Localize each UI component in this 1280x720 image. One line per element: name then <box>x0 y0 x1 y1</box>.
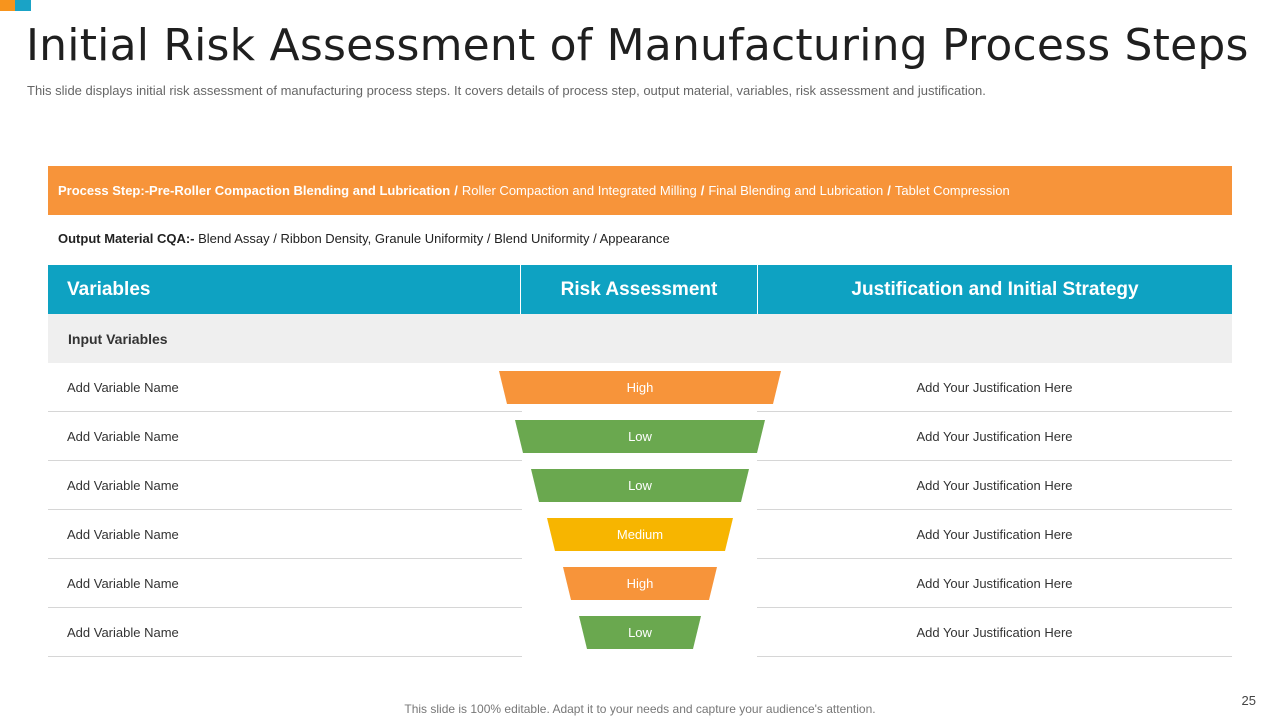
row-divider <box>757 460 1232 461</box>
table-header: Variables Risk Assessment Justification … <box>48 265 1232 314</box>
risk-level-badge: Medium <box>547 518 733 551</box>
process-step-item: Roller Compaction and Integrated Milling <box>461 183 697 198</box>
output-material-value: Blend Assay / Ribbon Density, Granule Un… <box>198 231 670 246</box>
row-divider <box>757 509 1232 510</box>
row-divider <box>757 558 1232 559</box>
row-divider <box>48 656 522 657</box>
header-variables: Variables <box>48 265 521 314</box>
process-step-separator: / <box>454 183 458 198</box>
variable-name: Add Variable Name <box>67 625 179 640</box>
justification-text: Add Your Justification Here <box>916 478 1073 493</box>
process-step-bar: Process Step:- Pre-Roller Compaction Ble… <box>48 166 1232 215</box>
table-row: Add Variable Name Low Add Your Justificati… <box>48 461 1232 510</box>
process-step-separator: / <box>887 183 891 198</box>
row-divider <box>757 656 1232 657</box>
row-divider <box>48 509 522 510</box>
page-title: Initial Risk Assessment of Manufacturing… <box>26 20 1249 71</box>
table-row: Add Variable Name High Add Your Justificat… <box>48 559 1232 608</box>
process-step-label: Process Step:- <box>58 183 150 198</box>
header-justification: Justification and Initial Strategy <box>851 278 1139 300</box>
table-row: Add Variable Name Low Add Your Justificati… <box>48 608 1232 657</box>
page-number: 25 <box>1241 693 1256 708</box>
process-step-item: Tablet Compression <box>894 183 1010 198</box>
row-divider <box>48 607 522 608</box>
risk-level-badge: High <box>563 567 717 600</box>
row-divider <box>48 460 522 461</box>
justification-text: Add Your Justification Here <box>916 625 1073 640</box>
row-divider <box>757 607 1232 608</box>
accent-square-orange <box>0 0 15 11</box>
row-divider <box>757 411 1232 412</box>
variable-name: Add Variable Name <box>67 527 179 542</box>
justification-text: Add Your Justification Here <box>916 527 1073 542</box>
input-variables-section: Input Variables <box>48 314 1232 363</box>
variable-name: Add Variable Name <box>67 478 179 493</box>
variable-name: Add Variable Name <box>67 576 179 591</box>
variable-name: Add Variable Name <box>67 429 179 444</box>
process-step-separator: / <box>700 183 705 198</box>
table-row: Add Variable Name Low Add Your Justificati… <box>48 412 1232 461</box>
table-row: Add Variable Name High Add Your Justificat… <box>48 363 1232 412</box>
table-row: Add Variable Name Medium Add Your Justific… <box>48 510 1232 559</box>
process-step-item: Pre-Roller Compaction Blending and Lubri… <box>149 183 451 198</box>
justification-text: Add Your Justification Here <box>916 429 1073 444</box>
risk-level-badge: High <box>499 371 781 404</box>
header-risk-assessment: Risk Assessment <box>521 265 758 314</box>
output-material-row: Output Material CQA:- Blend Assay / Ribb… <box>58 231 670 246</box>
risk-level-badge: Low <box>579 616 701 649</box>
output-material-label: Output Material CQA:- <box>58 231 199 246</box>
page-subtitle: This slide displays initial risk assessm… <box>27 83 986 98</box>
footer-note: This slide is 100% editable. Adapt it to… <box>404 702 876 716</box>
row-divider <box>48 411 522 412</box>
risk-level-badge: Low <box>515 420 765 453</box>
risk-level-badge: Low <box>531 469 749 502</box>
justification-text: Add Your Justification Here <box>916 380 1073 395</box>
justification-text: Add Your Justification Here <box>916 576 1073 591</box>
process-step-item: Final Blending and Lubrication <box>708 183 884 198</box>
row-divider <box>48 558 522 559</box>
accent-square-blue <box>15 0 31 11</box>
variable-name: Add Variable Name <box>67 380 179 395</box>
